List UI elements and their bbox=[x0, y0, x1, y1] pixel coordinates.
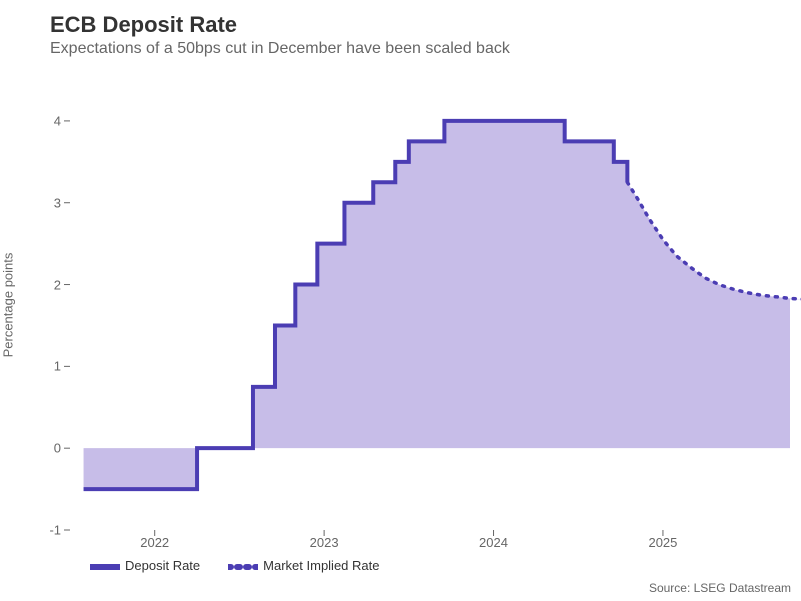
y-tick-label: 3 bbox=[54, 195, 61, 210]
legend-item: Deposit Rate bbox=[90, 558, 200, 573]
y-tick-label: 1 bbox=[54, 359, 61, 374]
legend-swatch-solid bbox=[90, 562, 120, 570]
x-tick-label: 2022 bbox=[140, 535, 169, 550]
legend: Deposit Rate Market Implied Rate bbox=[90, 558, 379, 573]
y-tick-label: 2 bbox=[54, 277, 61, 292]
legend-item: Market Implied Rate bbox=[228, 558, 379, 573]
chart-title: ECB Deposit Rate bbox=[50, 12, 237, 38]
y-tick-label: 4 bbox=[54, 113, 61, 128]
legend-label: Market Implied Rate bbox=[263, 558, 379, 573]
y-axis-label: Percentage points bbox=[1, 253, 16, 358]
x-tick-label: 2024 bbox=[479, 535, 508, 550]
legend-swatch-dashed bbox=[228, 562, 258, 570]
x-tick-label: 2023 bbox=[310, 535, 339, 550]
chart-subtitle: Expectations of a 50bps cut in December … bbox=[50, 40, 510, 58]
source-attribution: Source: LSEG Datastream bbox=[649, 581, 791, 595]
y-tick-label: 0 bbox=[54, 441, 61, 456]
chart-plot bbox=[70, 80, 790, 530]
legend-label: Deposit Rate bbox=[125, 558, 200, 573]
chart-container: ECB Deposit Rate Expectations of a 50bps… bbox=[0, 0, 801, 601]
area-fill bbox=[84, 121, 801, 489]
x-tick-label: 2025 bbox=[648, 535, 677, 550]
y-tick-label: -1 bbox=[49, 523, 61, 538]
